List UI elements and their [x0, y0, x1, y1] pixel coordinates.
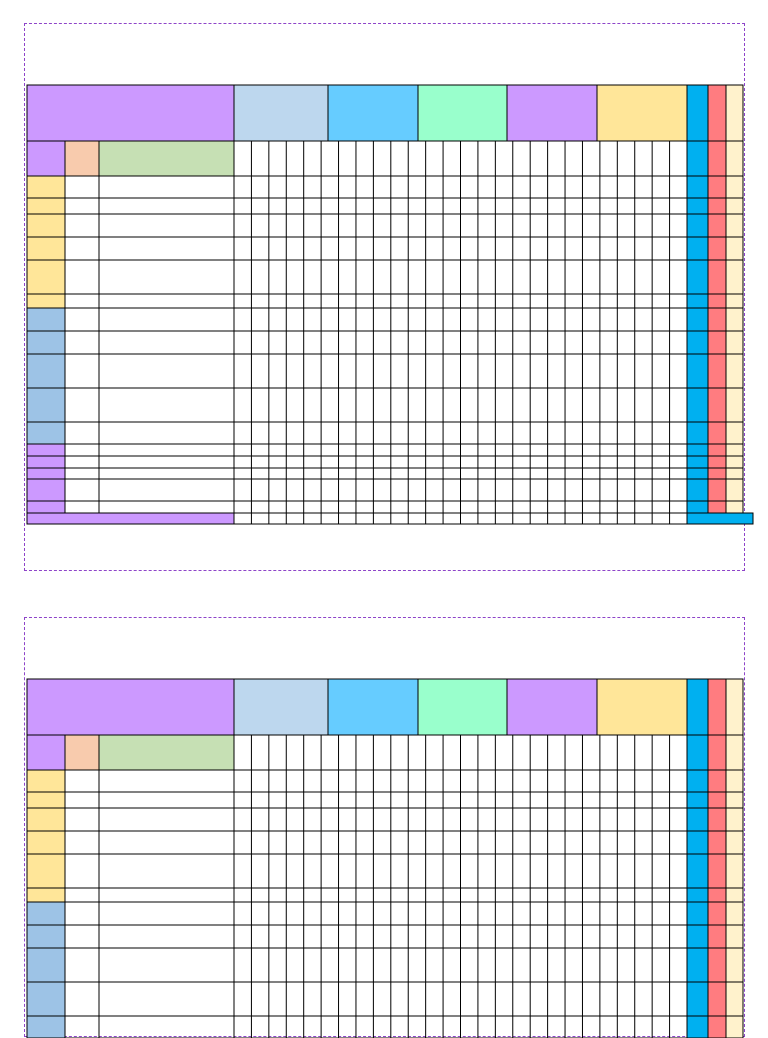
header-summary-cell — [707, 84, 727, 142]
number-column — [64, 734, 100, 1038]
row-group-swatch — [26, 175, 66, 309]
footer-right-bar — [686, 512, 754, 525]
summary-column — [707, 734, 727, 1038]
attendance-grid-2 — [26, 678, 744, 1038]
header-month-group — [506, 84, 598, 142]
header-month-group — [327, 678, 419, 736]
header-title-cell — [26, 678, 235, 736]
summary-column — [686, 734, 709, 1038]
summary-column — [686, 140, 709, 514]
header-title-cell — [26, 84, 235, 142]
header-summary-cell — [725, 678, 744, 736]
summary-column — [707, 140, 727, 514]
name-column — [98, 734, 235, 1038]
header-month-group — [596, 84, 688, 142]
subheader-swatch — [26, 140, 66, 177]
summary-column — [725, 140, 744, 514]
row-group-swatch — [26, 901, 66, 1038]
subheader-name — [98, 140, 235, 177]
header-summary-cell — [686, 678, 709, 736]
subheader-number — [64, 734, 100, 771]
header-month-group — [596, 678, 688, 736]
header-month-group — [417, 678, 508, 736]
header-month-group — [506, 678, 598, 736]
summary-column — [725, 734, 744, 1038]
footer-left-bar — [26, 512, 235, 525]
subheader-number — [64, 140, 100, 177]
header-summary-cell — [686, 84, 709, 142]
row-group-swatch — [26, 307, 66, 445]
subheader-name — [98, 734, 235, 771]
number-column — [64, 140, 100, 514]
header-month-group — [233, 84, 329, 142]
sheet-page-1 — [24, 23, 754, 571]
sheet-page-2 — [24, 617, 745, 1038]
name-column — [98, 140, 235, 514]
header-month-group — [233, 678, 329, 736]
header-summary-cell — [725, 84, 744, 142]
attendance-grid-1 — [26, 84, 754, 525]
header-month-group — [327, 84, 419, 142]
header-summary-cell — [707, 678, 727, 736]
header-month-group — [417, 84, 508, 142]
row-group-swatch — [26, 769, 66, 903]
subheader-swatch — [26, 734, 66, 771]
